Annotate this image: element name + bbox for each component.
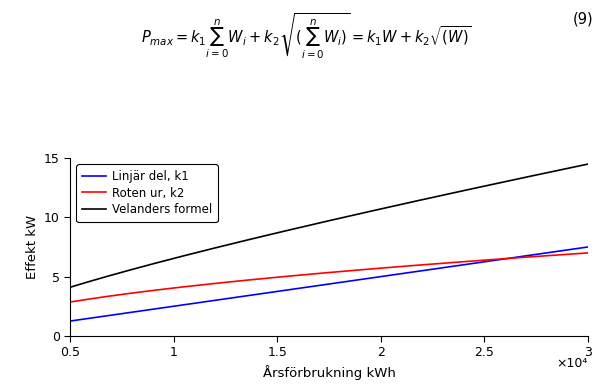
Text: ×10⁴: ×10⁴ (556, 357, 588, 370)
Legend: Linjär del, k1, Roten ur, k2, Velanders formel: Linjär del, k1, Roten ur, k2, Velanders … (76, 164, 218, 222)
Roten ur, k2 (491, 257, 498, 262)
Y-axis label: Effekt kW: Effekt kW (26, 215, 39, 279)
Velanders formel (572, 164, 579, 169)
Velanders formel (67, 285, 74, 290)
Text: $P_{max} = k_1\sum_{i=0}^{n} W_i + k_2\sqrt{(\sum_{i=0}^{n} W_i)} = k_1W + k_2\s: $P_{max} = k_1\sum_{i=0}^{n} W_i + k_2\s… (141, 12, 471, 61)
Linjär del, k1 (67, 319, 74, 323)
Roten ur, k2 (346, 268, 354, 273)
Line: Linjär del, k1: Linjär del, k1 (70, 247, 588, 321)
Velanders formel (375, 207, 382, 212)
Text: (9): (9) (573, 12, 594, 27)
Roten ur, k2 (584, 251, 591, 255)
Velanders formel (584, 162, 591, 166)
Line: Roten ur, k2: Roten ur, k2 (70, 253, 588, 302)
Linjär del, k1 (491, 258, 498, 263)
X-axis label: Årsförbrukning kWh: Årsförbrukning kWh (263, 365, 395, 380)
Roten ur, k2 (67, 300, 74, 304)
Linjär del, k1 (584, 245, 591, 249)
Linjär del, k1 (375, 275, 382, 279)
Linjär del, k1 (312, 284, 319, 288)
Linjär del, k1 (315, 283, 323, 288)
Roten ur, k2 (572, 251, 579, 256)
Velanders formel (315, 221, 323, 225)
Roten ur, k2 (375, 266, 382, 271)
Velanders formel (312, 222, 319, 226)
Linjär del, k1 (346, 279, 354, 283)
Line: Velanders formel: Velanders formel (70, 164, 588, 287)
Roten ur, k2 (312, 271, 319, 276)
Velanders formel (491, 182, 498, 186)
Linjär del, k1 (572, 247, 579, 251)
Roten ur, k2 (315, 271, 323, 276)
Velanders formel (346, 213, 354, 218)
